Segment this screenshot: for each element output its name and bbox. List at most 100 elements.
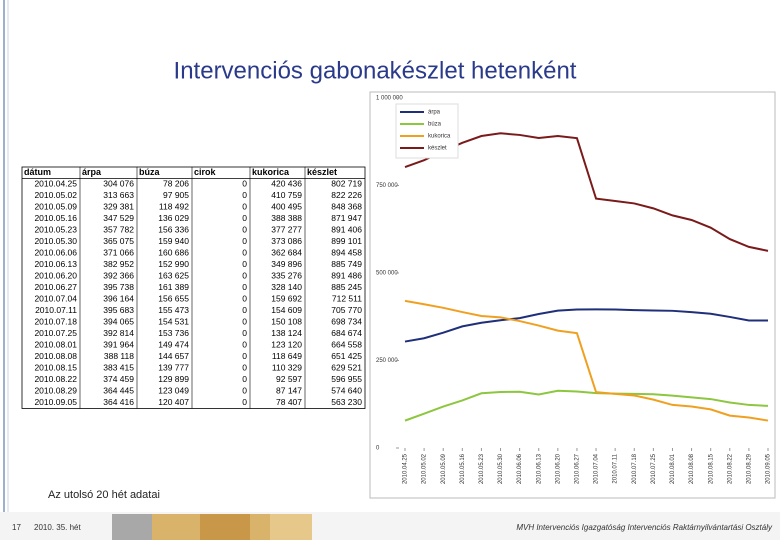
table-cell: 154 531 xyxy=(158,317,189,327)
table-cell: 304 076 xyxy=(103,179,134,189)
table-cell: 347 529 xyxy=(103,213,134,223)
x-tick-label: 2010.08.01 xyxy=(670,453,676,484)
footer-org: MVH Intervenciós Igazgatóság Intervenció… xyxy=(516,523,773,532)
table-cell: 871 947 xyxy=(331,213,362,223)
table-cell: 0 xyxy=(242,190,247,200)
table-cell: 0 xyxy=(242,340,247,350)
table-cell: 374 459 xyxy=(103,374,134,384)
table-cell: 596 955 xyxy=(331,374,362,384)
table-cell: 349 896 xyxy=(271,259,302,269)
table-cell: 395 738 xyxy=(103,282,134,292)
table-cell: 163 625 xyxy=(158,271,189,281)
table-cell: 885 245 xyxy=(331,282,362,292)
table-cell: 0 xyxy=(242,363,247,373)
table-cell: 0 xyxy=(242,202,247,212)
table-cell: 705 770 xyxy=(331,305,362,315)
table-cell: 395 683 xyxy=(103,305,134,315)
x-tick-label: 2010.09.05 xyxy=(766,453,772,484)
table-header: kukorica xyxy=(252,167,290,177)
chart-frame xyxy=(369,91,776,499)
legend-label: búza xyxy=(428,122,442,128)
table-cell: 0 xyxy=(242,225,247,235)
table-cell: 802 719 xyxy=(331,179,362,189)
table-cell: 0 xyxy=(242,397,247,407)
table-cell: 120 407 xyxy=(158,397,189,407)
table-cell: 388 388 xyxy=(271,213,302,223)
table-cell: 698 734 xyxy=(331,317,362,327)
footer-image xyxy=(270,514,312,540)
table-cell: 161 389 xyxy=(158,282,189,292)
y-tick-label: 1 000 000 xyxy=(376,96,403,102)
table-cell: 129 899 xyxy=(158,374,189,384)
table-cell: 152 990 xyxy=(158,259,189,269)
x-tick-label: 2010.07.04 xyxy=(594,453,600,484)
table-cell: 2010.08.08 xyxy=(34,351,77,361)
x-tick-label: 2010.06.20 xyxy=(555,453,561,484)
table-cell: 357 782 xyxy=(103,225,134,235)
table-cell: 0 xyxy=(242,317,247,327)
y-tick-label: 500 000 xyxy=(376,271,398,277)
table-cell: 149 474 xyxy=(158,340,189,350)
table-cell: 0 xyxy=(242,386,247,396)
table-cell: 0 xyxy=(242,328,247,338)
table-cell: 144 657 xyxy=(158,351,189,361)
x-tick-label: 2010.04.25 xyxy=(403,453,409,484)
x-tick-label: 2010.07.11 xyxy=(613,453,619,483)
table-cell: 0 xyxy=(242,351,247,361)
table-cell: 153 736 xyxy=(158,328,189,338)
table-cell: 159 692 xyxy=(271,294,302,304)
table-cell: 899 101 xyxy=(331,236,362,246)
y-tick-label: 250 000 xyxy=(376,358,398,364)
x-tick-label: 2010.08.29 xyxy=(746,453,752,484)
table-cell: 156 336 xyxy=(158,225,189,235)
page-number: 17 xyxy=(12,523,21,532)
table-cell: 2010.05.09 xyxy=(34,202,77,212)
table-cell: 0 xyxy=(242,271,247,281)
table-cell: 885 749 xyxy=(331,259,362,269)
table-cell: 2010.07.04 xyxy=(34,294,77,304)
table-cell: 383 415 xyxy=(103,363,134,373)
table-cell: 123 049 xyxy=(158,386,189,396)
table-cell: 371 066 xyxy=(103,248,134,258)
x-tick-label: 2010.05.16 xyxy=(460,453,466,484)
table-cell: 891 486 xyxy=(331,271,362,281)
table-header: készlet xyxy=(307,167,337,177)
table-cell: 2010.06.20 xyxy=(34,271,77,281)
table-cell: 0 xyxy=(242,236,247,246)
table-cell: 313 663 xyxy=(103,190,134,200)
table-cell: 2010.06.27 xyxy=(34,282,77,292)
series-line xyxy=(404,299,769,422)
x-tick-label: 2010.07.25 xyxy=(651,453,657,484)
table-frame xyxy=(21,166,366,409)
table-cell: 2010.08.29 xyxy=(34,386,77,396)
table-cell: 136 029 xyxy=(158,213,189,223)
table-cell: 118 649 xyxy=(272,351,302,361)
table-cell: 420 436 xyxy=(271,179,302,189)
table-cell: 388 118 xyxy=(104,351,134,361)
table-cell: 160 686 xyxy=(158,248,189,258)
table-cell: 822 226 xyxy=(331,190,362,200)
table-cell: 651 425 xyxy=(331,351,362,361)
table-cell: 2010.05.30 xyxy=(34,236,77,246)
table-cell: 2010.06.13 xyxy=(34,259,77,269)
table-cell: 0 xyxy=(242,305,247,315)
x-tick-label: 2010.06.13 xyxy=(536,453,542,484)
table-cell: 138 124 xyxy=(271,328,302,338)
table-cell: 400 495 xyxy=(271,202,302,212)
table-cell: 891 406 xyxy=(331,225,362,235)
table-cell: 2010.08.22 xyxy=(34,374,77,384)
x-tick-label: 2010.08.15 xyxy=(708,453,714,484)
table-cell: 329 381 xyxy=(103,202,134,212)
table-cell: 0 xyxy=(242,179,247,189)
series-line xyxy=(404,132,769,252)
table-cell: 365 075 xyxy=(103,236,134,246)
table-cell: 2010.05.02 xyxy=(34,190,77,200)
table-header: dátum xyxy=(24,167,51,177)
legend-label: árpa xyxy=(428,110,441,116)
table-cell: 155 473 xyxy=(158,305,189,315)
x-tick-label: 2010.08.08 xyxy=(689,453,695,484)
table-cell: 394 065 xyxy=(103,317,134,327)
table-cell: 0 xyxy=(242,248,247,258)
table-header: búza xyxy=(139,167,160,177)
